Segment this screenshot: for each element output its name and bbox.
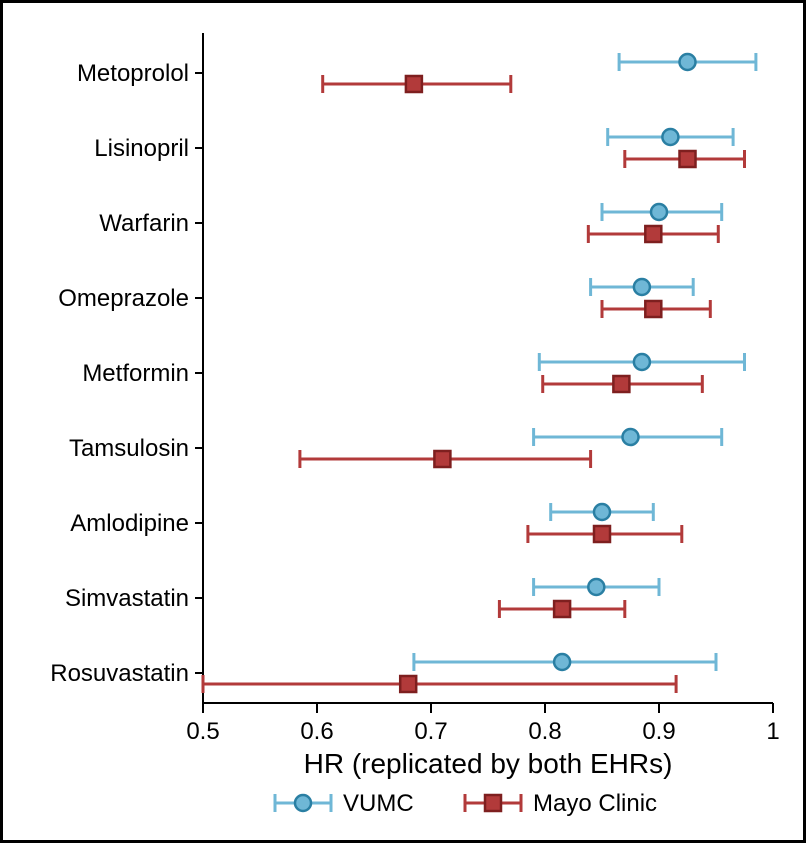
x-tick-label: 0.7 bbox=[414, 718, 447, 745]
category-label: Lisinopril bbox=[94, 135, 189, 162]
point-marker bbox=[434, 451, 450, 467]
chart-frame: 0.5 0.6 0.7 0.8 0.9 1 HR (replicated by both E… bbox=[0, 0, 806, 843]
point-marker bbox=[651, 204, 667, 220]
x-tick-label: 0.9 bbox=[642, 718, 675, 745]
point-marker bbox=[623, 429, 639, 445]
point-marker bbox=[680, 54, 696, 70]
legend-label-vumc: VUMC bbox=[343, 790, 414, 817]
category-label: Metoprolol bbox=[77, 60, 189, 87]
forest-plot: 0.5 0.6 0.7 0.8 0.9 1 HR (replicated by both E… bbox=[3, 3, 806, 846]
category-label: Metformin bbox=[82, 360, 189, 387]
point-marker bbox=[594, 526, 610, 542]
category-label: Amlodipine bbox=[70, 510, 189, 537]
point-marker bbox=[400, 676, 416, 692]
legend-label-mayo: Mayo Clinic bbox=[533, 790, 657, 817]
legend-glyph-vumc bbox=[275, 794, 331, 812]
point-marker bbox=[588, 579, 604, 595]
category-label: Warfarin bbox=[99, 210, 189, 237]
category-label: Omeprazole bbox=[58, 285, 189, 312]
point-marker bbox=[662, 129, 678, 145]
point-marker bbox=[645, 301, 661, 317]
category-label: Tamsulosin bbox=[69, 435, 189, 462]
point-marker bbox=[645, 226, 661, 242]
category-label: Rosuvastatin bbox=[50, 660, 189, 687]
category-label: Simvastatin bbox=[65, 585, 189, 612]
point-marker bbox=[634, 354, 650, 370]
point-marker bbox=[613, 376, 629, 392]
legend-glyph-mayo bbox=[465, 794, 521, 812]
x-tick-label: 0.5 bbox=[186, 718, 219, 745]
point-marker bbox=[554, 654, 570, 670]
point-marker bbox=[634, 279, 650, 295]
x-tick-label: 0.6 bbox=[300, 718, 333, 745]
x-axis-title: HR (replicated by both EHRs) bbox=[304, 748, 673, 779]
point-marker bbox=[406, 76, 422, 92]
series-mayo bbox=[203, 75, 745, 693]
series-vumc bbox=[414, 53, 756, 671]
x-tick-label: 0.8 bbox=[528, 718, 561, 745]
point-marker bbox=[554, 601, 570, 617]
point-marker bbox=[594, 504, 610, 520]
x-tick-label: 1 bbox=[766, 718, 779, 745]
point-marker bbox=[680, 151, 696, 167]
